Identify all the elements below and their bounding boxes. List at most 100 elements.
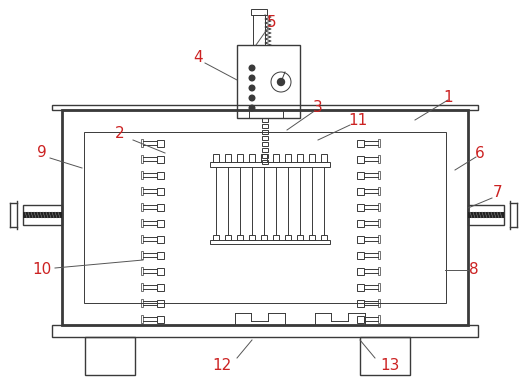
Bar (23, 212, 62, 218)
Bar (357, 204, 364, 211)
Bar (378, 171, 380, 179)
Bar (261, 235, 267, 240)
Bar (157, 220, 164, 227)
Bar (262, 160, 268, 164)
Text: 5: 5 (267, 15, 277, 29)
Bar (157, 140, 164, 147)
Circle shape (278, 79, 285, 85)
Bar (84, 132, 446, 303)
Bar (157, 172, 164, 179)
Text: 9: 9 (37, 144, 47, 159)
Bar (237, 235, 243, 240)
Bar (309, 235, 315, 240)
Bar (357, 252, 364, 259)
Bar (249, 154, 255, 162)
Bar (378, 315, 380, 323)
Bar (378, 187, 380, 195)
Bar (321, 154, 327, 162)
Bar (141, 139, 143, 147)
Bar (213, 235, 219, 240)
Bar (52, 105, 478, 110)
Bar (378, 251, 380, 259)
Bar (357, 284, 364, 291)
Bar (378, 139, 380, 147)
Bar (225, 235, 231, 240)
Bar (357, 156, 364, 163)
Bar (357, 188, 364, 195)
Bar (157, 188, 164, 195)
Bar (378, 283, 380, 291)
Bar (378, 235, 380, 243)
Circle shape (249, 95, 255, 101)
Bar (378, 155, 380, 163)
Text: 4: 4 (193, 49, 203, 64)
Text: 11: 11 (348, 113, 367, 128)
Circle shape (249, 65, 255, 71)
Bar (141, 267, 143, 275)
Bar (357, 316, 364, 323)
Bar (378, 219, 380, 227)
Bar (23, 205, 62, 225)
Text: 8: 8 (469, 262, 479, 278)
Text: 1: 1 (443, 90, 453, 105)
Circle shape (249, 105, 255, 111)
Bar (237, 154, 243, 162)
Bar (52, 325, 478, 337)
Bar (309, 154, 315, 162)
Bar (357, 236, 364, 243)
Bar (141, 283, 143, 291)
Bar (141, 187, 143, 195)
Bar (210, 162, 330, 167)
Bar (157, 268, 164, 275)
Bar (141, 219, 143, 227)
Bar (141, 171, 143, 179)
Bar (378, 299, 380, 307)
Bar (141, 299, 143, 307)
Bar (378, 267, 380, 275)
Bar (297, 154, 303, 162)
Bar (297, 235, 303, 240)
Text: 6: 6 (475, 146, 485, 160)
Bar (141, 315, 143, 323)
Text: 3: 3 (313, 100, 323, 115)
Bar (225, 154, 231, 162)
Bar (62, 110, 468, 325)
Bar (141, 155, 143, 163)
Bar (237, 45, 300, 118)
Bar (262, 148, 268, 152)
Bar (141, 251, 143, 259)
Circle shape (249, 75, 255, 81)
Bar (468, 205, 504, 225)
Bar (157, 252, 164, 259)
Text: 12: 12 (212, 357, 232, 373)
Bar (321, 235, 327, 240)
Bar (285, 154, 291, 162)
Bar (157, 204, 164, 211)
Circle shape (249, 85, 255, 91)
Bar (157, 284, 164, 291)
Bar (157, 156, 164, 163)
Bar (213, 154, 219, 162)
Bar (262, 142, 268, 146)
Bar (253, 15, 265, 45)
Bar (262, 130, 268, 134)
Bar (262, 124, 268, 128)
Bar (357, 300, 364, 307)
Bar (360, 337, 410, 375)
Text: 7: 7 (493, 185, 503, 200)
Bar (273, 154, 279, 162)
Bar (210, 240, 330, 244)
Bar (141, 203, 143, 211)
Bar (357, 268, 364, 275)
Bar (285, 235, 291, 240)
Bar (85, 337, 135, 375)
Bar (378, 203, 380, 211)
Bar (262, 136, 268, 140)
Bar (273, 235, 279, 240)
Bar (262, 154, 268, 158)
Bar (468, 212, 504, 218)
Text: 10: 10 (32, 262, 52, 278)
Bar (251, 9, 267, 15)
Bar (157, 316, 164, 323)
Bar (141, 235, 143, 243)
